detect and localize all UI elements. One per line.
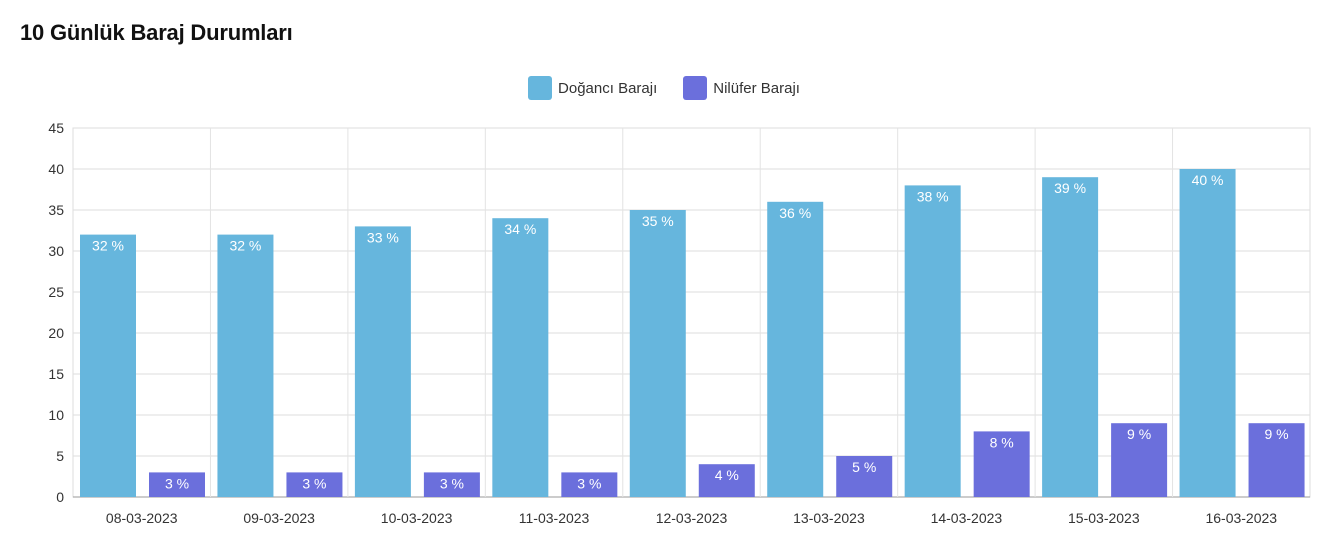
y-tick-label: 40 <box>48 161 64 177</box>
x-tick-label: 12-03-2023 <box>656 510 728 526</box>
data-label: 3 % <box>165 475 189 491</box>
y-tick-label: 25 <box>48 284 64 300</box>
data-label: 3 % <box>302 475 326 491</box>
x-tick-label: 13-03-2023 <box>793 510 865 526</box>
bar-dogancı <box>1042 177 1099 497</box>
x-tick-label: 16-03-2023 <box>1205 510 1277 526</box>
bar-dogancı <box>904 185 961 497</box>
legend-swatch-nilufer <box>683 76 708 100</box>
data-label: 36 % <box>779 205 811 221</box>
legend-swatch-dogancı <box>528 76 553 100</box>
data-label: 3 % <box>577 475 601 491</box>
bar-nilufer <box>836 456 893 497</box>
data-label: 4 % <box>715 467 739 483</box>
x-tick-label: 09-03-2023 <box>243 510 315 526</box>
y-tick-label: 5 <box>56 448 64 464</box>
data-label: 9 % <box>1264 426 1288 442</box>
data-label: 40 % <box>1192 172 1224 188</box>
data-label: 39 % <box>1054 180 1086 196</box>
x-tick-label: 10-03-2023 <box>381 510 453 526</box>
data-label: 34 % <box>504 221 536 237</box>
data-label: 32 % <box>92 238 124 254</box>
bar-dogancı <box>354 226 411 497</box>
y-tick-label: 45 <box>48 120 64 136</box>
data-label: 33 % <box>367 229 399 245</box>
bar-dogancı <box>629 210 686 497</box>
y-tick-label: 0 <box>56 489 64 505</box>
data-label: 35 % <box>642 213 674 229</box>
bar-nilufer <box>698 464 755 497</box>
x-tick-label: 11-03-2023 <box>519 510 590 526</box>
bar-dogancı <box>767 201 824 498</box>
bar-nilufer <box>1248 423 1305 497</box>
data-label: 3 % <box>440 475 464 491</box>
x-tick-label: 15-03-2023 <box>1068 510 1140 526</box>
legend: Doğancı Barajı Nilüfer Barajı <box>0 76 1328 100</box>
data-label: 8 % <box>990 434 1014 450</box>
bar-dogancı <box>217 234 274 497</box>
bar-dogancı <box>1179 169 1236 497</box>
legend-item-dogancı[interactable]: Doğancı Barajı <box>528 76 657 100</box>
data-label: 32 % <box>229 238 261 254</box>
bar-dogancı <box>80 234 136 497</box>
data-label: 38 % <box>917 188 949 204</box>
y-tick-label: 30 <box>48 243 64 259</box>
y-tick-label: 35 <box>48 202 64 218</box>
bar-nilufer <box>561 472 618 497</box>
y-tick-label: 15 <box>48 366 64 382</box>
bar-nilufer <box>1111 423 1168 497</box>
bar-nilufer <box>286 472 343 497</box>
chart-title: 10 Günlük Baraj Durumları <box>20 20 293 45</box>
y-tick-label: 10 <box>48 407 64 423</box>
x-tick-label: 08-03-2023 <box>106 510 178 526</box>
legend-label-nilufer: Nilüfer Barajı <box>713 79 800 97</box>
x-tick-label: 14-03-2023 <box>931 510 1003 526</box>
bar-dogancı <box>492 218 549 497</box>
bar-nilufer <box>423 472 480 497</box>
data-label: 5 % <box>852 459 876 475</box>
legend-item-nilufer[interactable]: Nilüfer Barajı <box>683 76 800 100</box>
legend-label-dogancı: Doğancı Barajı <box>558 79 658 97</box>
data-label: 9 % <box>1127 426 1151 442</box>
bar-nilufer <box>973 431 1030 497</box>
bar-nilufer <box>149 472 205 497</box>
y-tick-label: 20 <box>48 325 64 341</box>
